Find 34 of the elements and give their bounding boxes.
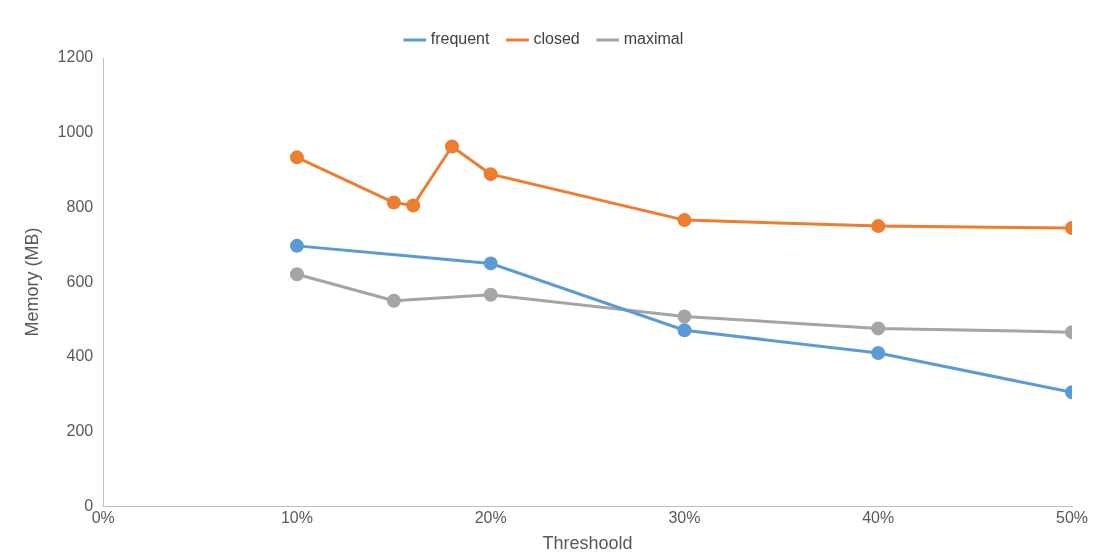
- point: [289, 238, 304, 253]
- point: [677, 213, 692, 228]
- y-tick-label: 400: [66, 347, 94, 365]
- y-tick-label: 1200: [57, 48, 94, 66]
- point: [483, 256, 498, 271]
- y-tick-label: 600: [66, 272, 94, 290]
- point: [871, 346, 886, 361]
- point: [677, 323, 692, 338]
- legend-label: maximal: [623, 30, 684, 48]
- point: [871, 321, 886, 336]
- point: [289, 267, 304, 282]
- y-tick-label: 200: [66, 421, 94, 439]
- x-tick-label: 30%: [668, 509, 701, 527]
- x-tick-label: 50%: [1055, 509, 1089, 527]
- point: [444, 139, 459, 154]
- point: [871, 219, 886, 234]
- y-tick-label: 800: [66, 197, 94, 215]
- point: [406, 198, 421, 213]
- y-axis-title: Memory (MB): [21, 227, 42, 337]
- point: [386, 293, 401, 308]
- legend-label: frequent: [430, 30, 490, 48]
- point: [289, 150, 304, 165]
- point: [677, 309, 692, 324]
- point: [386, 195, 401, 210]
- x-tick-label: 0%: [91, 509, 115, 527]
- x-axis-title: Threshoold: [542, 533, 633, 554]
- x-tick-label: 20%: [474, 509, 507, 527]
- y-tick-label: 0: [84, 496, 94, 514]
- point: [483, 287, 498, 302]
- point: [483, 167, 498, 182]
- x-tick-label: 10%: [280, 509, 313, 527]
- x-tick-label: 40%: [862, 509, 895, 527]
- legend-label: closed: [533, 30, 580, 48]
- y-tick-label: 1000: [57, 123, 94, 141]
